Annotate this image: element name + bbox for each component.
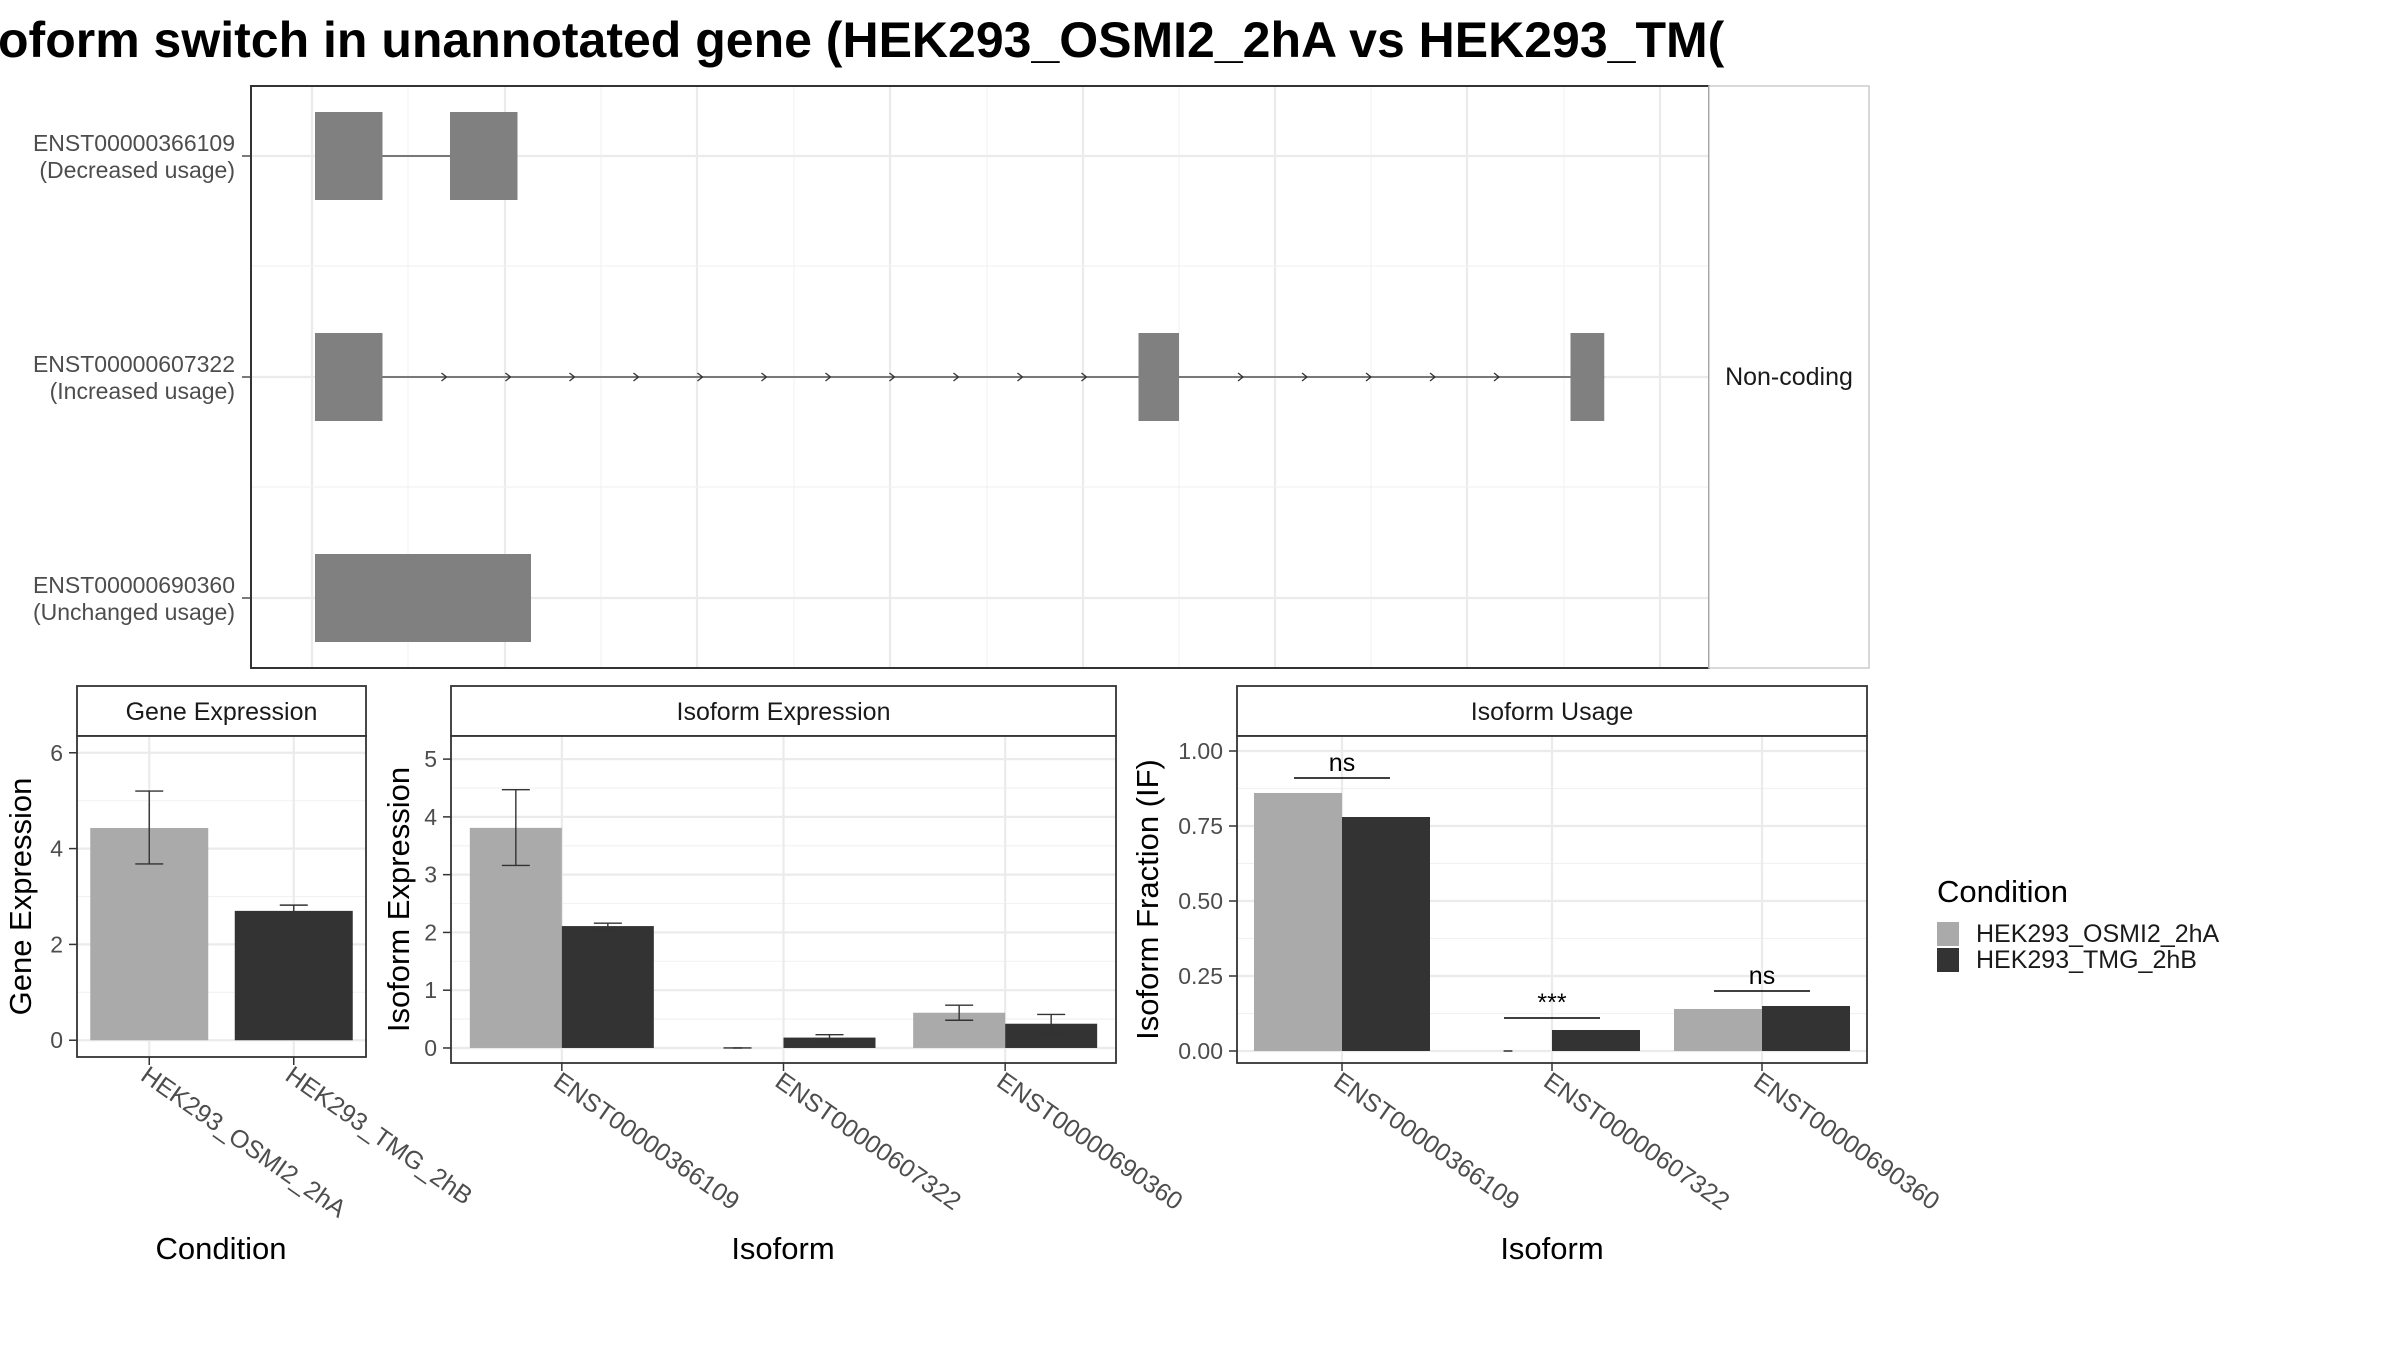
intron-direction-arrow: [441, 372, 448, 382]
x-tick-label: ENST00000690360: [1749, 1067, 1945, 1216]
isoform-track: [315, 333, 1605, 421]
bar: [234, 910, 353, 1041]
intron-direction-arrow: [1493, 372, 1501, 382]
y-tick-label: 2: [424, 919, 437, 945]
bar: [783, 1037, 876, 1048]
y-tick-label: 2: [50, 931, 63, 957]
strip-box: [450, 685, 1117, 737]
legend-title: Condition: [1937, 874, 2068, 909]
intron-direction-arrow: [505, 372, 512, 382]
x-tick-label: ENST00000366109: [1329, 1067, 1525, 1216]
legend-entry-label: HEK293_OSMI2_2hA: [1976, 920, 2220, 948]
isoform-label: ENST00000366109: [33, 130, 235, 156]
structure-strip: [1708, 85, 1870, 669]
y-axis-title: Isoform Fraction (IF): [1130, 759, 1165, 1040]
bar: [1342, 817, 1430, 1051]
isoform-usage-panel: Isoform Usage 0.00 0.25 0.50 0.75 1.00 ns *** ns…: [1130, 685, 1945, 1266]
transcript-structure-panel: ENST00000366109(Decreased usage) ENST0000…: [33, 85, 1870, 669]
exon-block: [315, 112, 383, 200]
isoform-usage-label: (Unchanged usage): [33, 599, 235, 625]
intron-direction-arrow: [1237, 372, 1245, 382]
intron-direction-arrow: [825, 372, 832, 382]
intron-direction-arrow: [1081, 372, 1088, 382]
x-axis-title: Isoform: [731, 1231, 834, 1266]
intron-direction-arrow: [1301, 372, 1309, 382]
y-tick-label: 3: [424, 862, 437, 888]
y-tick-label: 0.00: [1178, 1038, 1223, 1064]
bar: [1552, 1030, 1640, 1051]
isoform-label: ENST00000607322: [33, 351, 235, 377]
intron-direction-arrow: [1429, 372, 1437, 382]
significance-label: ns: [1749, 962, 1775, 990]
isoform-label: ENST00000690360: [33, 572, 235, 598]
x-axis-title: Condition: [156, 1231, 287, 1266]
significance-label: ***: [1537, 989, 1566, 1017]
x-tick-label: ENST00000607322: [1539, 1067, 1735, 1216]
intron-direction-arrow: [1017, 372, 1024, 382]
y-tick-label: 0.25: [1178, 963, 1223, 989]
y-tick-label: 4: [50, 836, 63, 862]
y-tick-label: 1: [424, 977, 437, 1003]
intron-direction-arrow: [633, 372, 640, 382]
legend-swatch: [1937, 922, 1959, 946]
isoform-usage-label: (Decreased usage): [39, 157, 235, 183]
bar: [1254, 793, 1342, 1051]
exon-block: [450, 112, 518, 200]
intron-direction-arrow: [1365, 372, 1373, 382]
strip-label: Non-coding: [1725, 363, 1853, 391]
y-axis-title: Isoform Expression: [381, 767, 416, 1032]
x-tick-label: ENST00000607322: [770, 1067, 966, 1216]
exon-block: [1570, 333, 1605, 421]
x-axis-title: Isoform: [1500, 1231, 1603, 1266]
y-tick-label: 6: [50, 740, 63, 766]
y-tick-label: 4: [424, 804, 437, 830]
bar: [561, 926, 654, 1048]
y-tick-label: 0: [424, 1035, 437, 1061]
isoform-track: [315, 554, 531, 642]
x-tick-label: ENST00000690360: [992, 1067, 1188, 1216]
intron-direction-arrow: [953, 372, 960, 382]
strip-box: [76, 685, 367, 737]
exon-block: [1138, 333, 1179, 421]
y-tick-label: 0: [50, 1027, 63, 1053]
intron-direction-arrow: [889, 372, 896, 382]
y-tick-label: 0.50: [1178, 888, 1223, 914]
legend-entry-label: HEK293_TMG_2hB: [1976, 946, 2197, 974]
isoform-usage-label: (Increased usage): [50, 378, 235, 404]
y-axis-title: Gene Expression: [3, 778, 38, 1016]
y-tick-label: 5: [424, 746, 437, 772]
significance-label: ns: [1329, 749, 1355, 777]
y-tick-label: 0.75: [1178, 813, 1223, 839]
intron-direction-arrow: [569, 372, 576, 382]
figure-title: oform switch in unannotated gene (HEK293…: [0, 12, 1725, 68]
isoform-track: [315, 112, 518, 200]
x-tick-label: ENST00000366109: [548, 1067, 744, 1216]
exon-block: [315, 554, 531, 642]
intron-direction-arrow: [697, 372, 704, 382]
legend-swatch: [1937, 948, 1959, 972]
strip-title: Isoform Expression: [677, 698, 891, 726]
exon-block: [315, 333, 383, 421]
panel-border: [76, 735, 367, 1058]
bar: [1674, 1009, 1762, 1051]
intron-direction-arrow: [761, 372, 768, 382]
bar: [1762, 1006, 1850, 1051]
strip-title: Gene Expression: [126, 698, 318, 726]
strip-title: Isoform Usage: [1471, 698, 1634, 726]
y-tick-label: 1.00: [1178, 738, 1223, 764]
